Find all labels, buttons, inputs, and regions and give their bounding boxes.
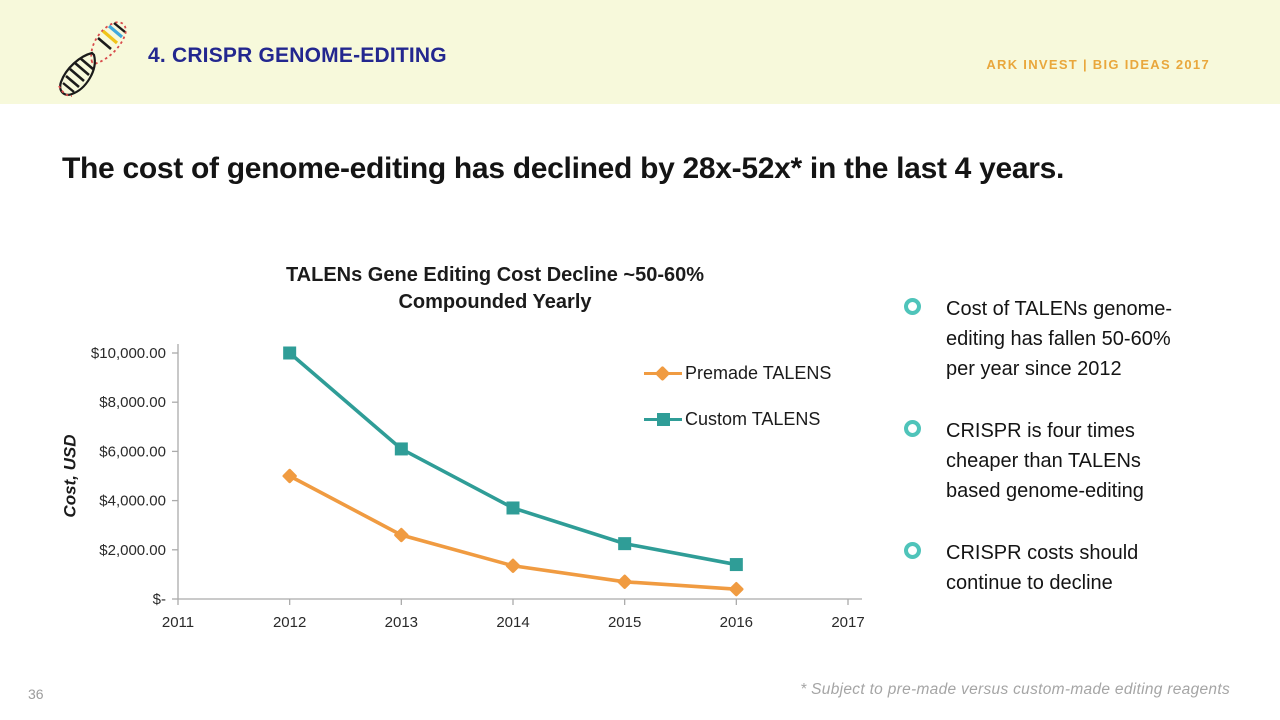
bullet-line: per year since 2012 (946, 358, 1122, 380)
svg-text:$-: $- (153, 591, 166, 608)
talens-cost-line-chart: $- $2,000.00 $4,000.00 $6,000.00 $8,000.00 $1… (91, 344, 865, 631)
legend-item: Premade TALENS (644, 360, 831, 386)
page-number: 36 (28, 686, 44, 702)
svg-text:2013: 2013 (385, 614, 418, 631)
bullet-item: Cost of TALENs genome-editing has fallen… (904, 294, 1214, 384)
footnote: * Subject to pre-made versus custom-made… (800, 681, 1230, 698)
premade-diamond-marker-icon (644, 365, 682, 382)
bullet-ring-icon (904, 542, 921, 559)
bullet-line: editing has fallen 50-60% (946, 328, 1171, 350)
bullet-text: CRISPR costs should continue to decline (946, 538, 1138, 598)
svg-text:2017: 2017 (831, 614, 864, 631)
chart-legend: Premade TALENS Custom TALENS (644, 360, 831, 452)
section-title: 4. CRISPR GENOME-EDITING (148, 44, 447, 67)
svg-text:2011: 2011 (162, 614, 194, 631)
svg-text:2014: 2014 (496, 614, 529, 631)
chart-title: TALENs Gene Editing Cost Decline ~50-60%… (180, 262, 810, 316)
svg-text:2015: 2015 (608, 614, 641, 631)
legend-label: Custom TALENS (685, 408, 821, 429)
svg-text:$8,000.00: $8,000.00 (99, 394, 166, 411)
header-bar: 4. CRISPR GENOME-EDITING ARK INVEST | BI… (0, 0, 1280, 104)
legend-item: Custom TALENS (644, 406, 831, 432)
bullet-list: Cost of TALENs genome-editing has fallen… (904, 294, 1214, 630)
chart-title-line-1: TALENs Gene Editing Cost Decline ~50-60% (285, 264, 705, 286)
bullet-line: CRISPR costs should (946, 542, 1139, 564)
bullet-text: CRISPR is four times cheaper than TALENs b… (946, 416, 1144, 506)
bullet-item: CRISPR is four times cheaper than TALENs b… (904, 416, 1214, 506)
legend-label: Premade TALENS (685, 362, 832, 383)
dna-helix-icon (58, 21, 127, 97)
bullet-item: CRISPR costs should continue to decline (904, 538, 1214, 598)
bullet-line: Cost of TALENs genome- (946, 298, 1173, 320)
bullet-line: CRISPR is four times (946, 420, 1135, 442)
brand-label: ARK INVEST | BIG IDEAS 2017 (986, 57, 1210, 72)
talens-chart-panel: TALENs Gene Editing Cost Decline ~50-60%… (60, 258, 880, 658)
svg-text:2016: 2016 (720, 614, 753, 631)
svg-text:$2,000.00: $2,000.00 (99, 542, 166, 559)
bullet-line: continue to decline (946, 572, 1113, 594)
bullet-line: cheaper than TALENs (946, 450, 1141, 472)
chart-title-line-2: Compounded Yearly (398, 291, 592, 313)
slide-heading: The cost of genome-editing has declined … (62, 152, 1065, 185)
svg-text:2012: 2012 (273, 614, 306, 631)
custom-square-marker-icon (644, 412, 682, 426)
bullet-ring-icon (904, 298, 921, 315)
bullet-line: based genome-editing (946, 480, 1144, 502)
bullet-ring-icon (904, 420, 921, 437)
svg-text:$4,000.00: $4,000.00 (99, 493, 166, 510)
bullet-text: Cost of TALENs genome-editing has fallen… (946, 294, 1172, 384)
svg-text:$6,000.00: $6,000.00 (99, 443, 166, 460)
svg-text:$10,000.00: $10,000.00 (91, 345, 166, 362)
